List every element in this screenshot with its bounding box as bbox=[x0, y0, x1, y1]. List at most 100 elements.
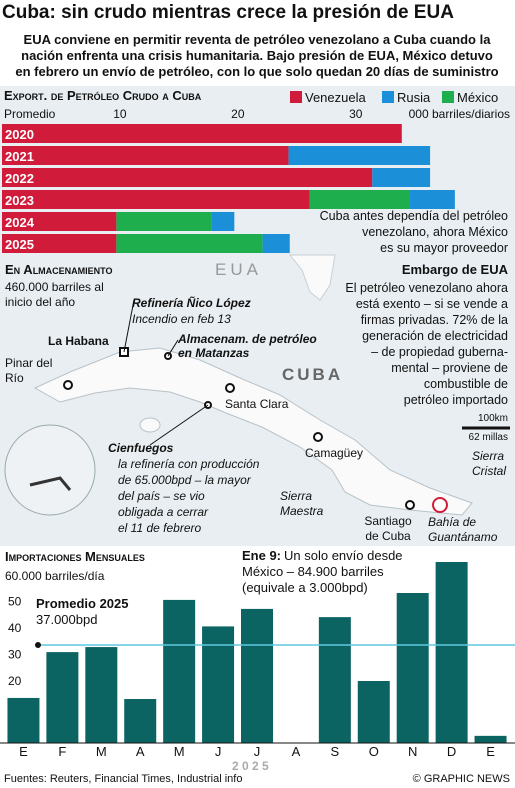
annotation: Cuba antes dependía del petróleo bbox=[320, 209, 508, 223]
legend-swatch bbox=[290, 91, 302, 103]
text: del país – se vio bbox=[118, 489, 205, 503]
bar bbox=[85, 647, 118, 743]
year-label: 2025 bbox=[5, 237, 34, 252]
bar bbox=[241, 608, 273, 743]
x-tick-label: 30 bbox=[349, 107, 363, 121]
scale: 62 millas bbox=[469, 432, 508, 443]
average-label: Promedio 2025 bbox=[36, 596, 129, 611]
chart-title: Export. de Petróleo Crudo a Cuba bbox=[4, 88, 202, 103]
region: Maestra bbox=[280, 504, 324, 518]
region: Sierra bbox=[472, 449, 504, 463]
unit: 000 barriles/diarios bbox=[409, 107, 510, 121]
legend-label: Venezuela bbox=[305, 90, 366, 105]
legend-label: México bbox=[457, 90, 498, 105]
bar bbox=[116, 234, 263, 253]
bar bbox=[124, 699, 157, 743]
year-label: 2023 bbox=[5, 193, 34, 208]
x-tick-label: J bbox=[215, 744, 222, 759]
city: Guantánamo bbox=[428, 530, 498, 544]
bar bbox=[202, 626, 235, 743]
bar bbox=[2, 146, 289, 165]
country: EUA bbox=[215, 260, 262, 279]
y-label: 60.000 barriles/día bbox=[5, 569, 105, 583]
x-tick-label: F bbox=[58, 744, 66, 759]
bar bbox=[211, 212, 235, 231]
credit: © GRAPHIC NEWS bbox=[413, 773, 510, 785]
bar bbox=[46, 652, 79, 743]
bar bbox=[309, 190, 411, 209]
bar bbox=[2, 168, 373, 187]
legend-swatch bbox=[442, 91, 454, 103]
leader bbox=[167, 339, 179, 357]
annotation: (equivale a 3.000bpd) bbox=[242, 580, 368, 595]
scale: 100km bbox=[478, 413, 508, 424]
annotation: Un solo envío desde bbox=[284, 548, 403, 563]
legend-swatch bbox=[382, 91, 394, 103]
city: de Cuba bbox=[365, 529, 411, 543]
text: petróleo importado bbox=[404, 393, 508, 407]
subtitle: EUA conviene en permitir reventa de petr… bbox=[24, 32, 492, 47]
city: Bahía de bbox=[428, 515, 476, 529]
legend-label: Rusia bbox=[397, 90, 431, 105]
text: – de propiedad guberna- bbox=[371, 345, 508, 359]
bar bbox=[396, 593, 429, 743]
x-tick-label: J bbox=[254, 744, 261, 759]
x-label: Promedio bbox=[4, 107, 56, 121]
markers bbox=[63, 352, 415, 510]
average-value: 37.000bpd bbox=[36, 612, 97, 627]
annotation: venezolano, ahora México bbox=[362, 225, 508, 239]
header: Refinería Ñico López bbox=[132, 295, 251, 310]
city: Santa Clara bbox=[225, 397, 289, 411]
y-tick-label: 30 bbox=[8, 648, 22, 662]
x-tick-label: A bbox=[136, 744, 145, 759]
text: firmas privadas. 72% de la bbox=[361, 313, 508, 327]
bar bbox=[435, 562, 468, 743]
year-label: 2022 bbox=[5, 171, 34, 186]
text: en Matanzas bbox=[178, 346, 250, 360]
subtitle: nación enfrenta una crisis humanitaria. … bbox=[21, 48, 493, 63]
leader bbox=[123, 299, 135, 353]
text: 460.000 barriles al bbox=[5, 280, 104, 294]
bar bbox=[372, 168, 431, 187]
text: inicio del año bbox=[5, 295, 75, 309]
source: Fuentes: Reuters, Financial Times, Indus… bbox=[4, 773, 242, 785]
text: combustible de bbox=[424, 377, 508, 391]
city: La Habana bbox=[48, 334, 109, 348]
guantanamo-marker bbox=[432, 497, 448, 513]
average-dot bbox=[35, 641, 41, 648]
x-tick-label: N bbox=[408, 744, 417, 759]
x-tick-label: M bbox=[96, 744, 107, 759]
year-label: 2021 bbox=[5, 149, 34, 164]
bar bbox=[2, 212, 117, 231]
x-tick-label: S bbox=[331, 744, 340, 759]
text: el 11 de febrero bbox=[118, 521, 201, 535]
bar bbox=[474, 735, 507, 743]
header: En Almacenamiento bbox=[5, 262, 113, 277]
city: Santiago bbox=[364, 514, 412, 528]
x-tick-label: 10 bbox=[113, 107, 127, 121]
florida bbox=[288, 254, 336, 301]
leader bbox=[149, 404, 209, 446]
subtitle: en febrero un envío de petróleo, con lo … bbox=[15, 64, 498, 79]
x-tick-label: E bbox=[19, 744, 28, 759]
bar bbox=[357, 680, 390, 743]
x-tick-label: E bbox=[486, 744, 495, 759]
y-tick-label: 40 bbox=[8, 621, 22, 635]
x-tick-label: 20 bbox=[231, 107, 245, 121]
chart-title: Importaciones Mensuales bbox=[5, 549, 145, 564]
globe bbox=[4, 424, 96, 516]
x-tick-label: M bbox=[174, 744, 185, 759]
year: 2 0 2 5 bbox=[232, 759, 269, 773]
text: Incendio en feb 13 bbox=[132, 312, 231, 326]
annotation: México – 84.900 barriles bbox=[242, 564, 384, 579]
bar bbox=[318, 617, 351, 743]
bar bbox=[2, 124, 402, 143]
annotation-head: Ene 9: bbox=[242, 548, 281, 563]
x-tick-label: D bbox=[447, 744, 456, 759]
city: Pinar del bbox=[5, 356, 52, 370]
header: Cienfuegos bbox=[108, 441, 174, 455]
city: Río bbox=[5, 371, 24, 385]
title: Cuba: sin crudo mientras crece la presió… bbox=[2, 2, 454, 23]
text: Almacenam. de petróleo bbox=[177, 332, 317, 346]
